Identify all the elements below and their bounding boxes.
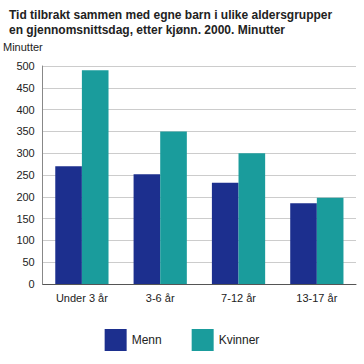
svg-text:7-12 år: 7-12 år (221, 292, 256, 304)
svg-text:450: 450 (16, 82, 34, 94)
svg-text:Minutter: Minutter (3, 41, 43, 53)
svg-text:Under 3 år: Under 3 år (56, 292, 108, 304)
svg-text:Tid tilbrakt sammen med egne b: Tid tilbrakt sammen med egne barn i ulik… (9, 8, 333, 22)
svg-text:100: 100 (16, 234, 34, 246)
svg-text:150: 150 (16, 213, 34, 225)
svg-text:0: 0 (29, 278, 35, 290)
svg-text:350: 350 (16, 125, 34, 137)
svg-text:250: 250 (16, 169, 34, 181)
svg-text:en gjennomsnittsdag, etter kjø: en gjennomsnittsdag, etter kjønn. 2000. … (9, 23, 285, 37)
svg-text:200: 200 (16, 191, 34, 203)
svg-text:Menn: Menn (132, 333, 162, 347)
svg-text:3-6 år: 3-6 år (146, 292, 175, 304)
svg-text:13-17 år: 13-17 år (296, 292, 337, 304)
svg-text:500: 500 (16, 60, 34, 72)
svg-text:400: 400 (16, 104, 34, 116)
svg-text:50: 50 (22, 256, 34, 268)
svg-text:Kvinner: Kvinner (219, 333, 260, 347)
svg-text:300: 300 (16, 147, 34, 159)
